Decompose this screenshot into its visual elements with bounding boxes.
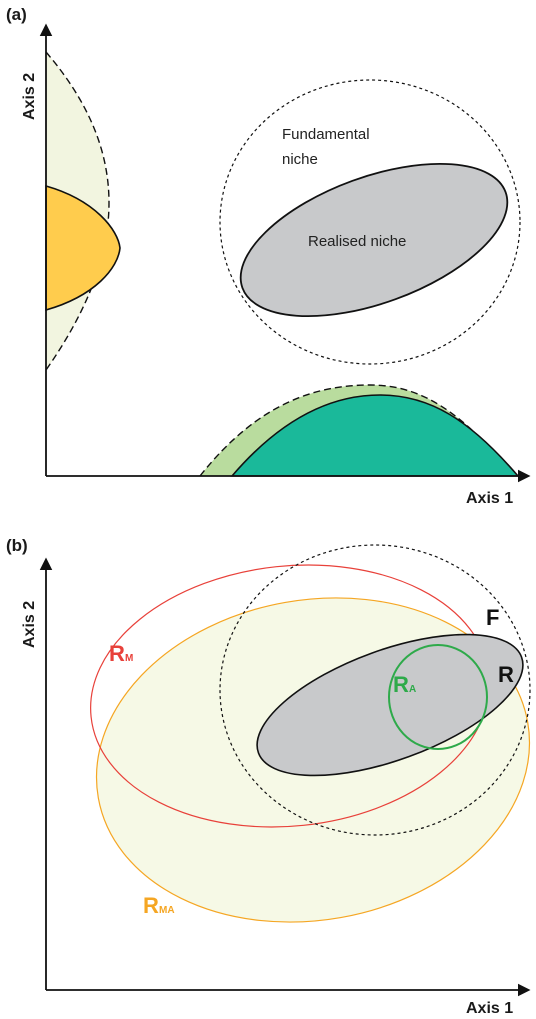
axis1-fundamental-outline [199,384,516,477]
RMA-label-main: R [143,893,159,918]
panel-a-x-axis-label: Axis 1 [466,490,513,507]
fundamental-niche-circle [219,79,521,365]
RA-circle [388,644,488,750]
fundamental-label-line1: Fundamental [282,126,370,143]
panel-a: (a) Fundamental niche Realised niche Axi… [6,5,531,507]
RA-label-sub: A [409,684,416,695]
fundamental-label-line2: niche [282,151,318,168]
panel-b: (b) F R R M R A R MA Axis 2 Axis 1 [6,536,531,1017]
panel-a-label: (a) [6,5,27,24]
axis2-fundamental-outline [45,51,110,371]
F-circle [219,544,531,836]
RM-label-sub: M [125,653,133,664]
panel-b-x-axis-label: Axis 1 [466,1000,513,1017]
R-label: R [498,662,514,687]
panel-b-y-axis-label: Axis 2 [21,601,38,648]
RMA-label-sub: MA [159,905,175,916]
axis1-realised-projection [230,394,520,477]
realised-label: Realised niche [308,233,406,250]
axis2-realised-projection [45,184,121,312]
panel-a-y-axis-label: Axis 2 [21,73,38,120]
F-label: F [486,605,499,630]
RM-label-main: R [109,641,125,666]
realised-niche-ellipse [239,162,509,318]
panel-b-label: (b) [6,536,28,555]
RA-label-main: R [393,672,409,697]
